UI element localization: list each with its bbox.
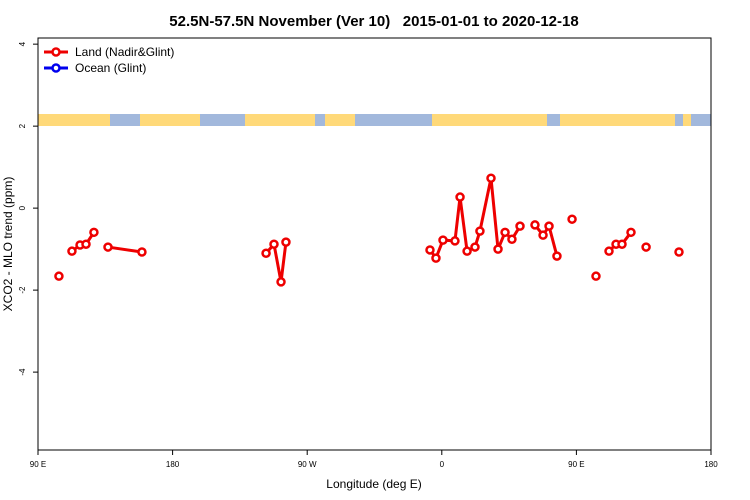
series-line [533,222,559,257]
series-line [264,240,288,283]
data-point [450,236,460,246]
data-point [500,227,510,238]
x-tick-label: 180 [704,460,718,469]
data-point [626,227,636,238]
data-point [604,246,614,256]
data-point [486,173,496,183]
legend: Land (Nadir&Glint) Ocean (Glint) [44,45,174,75]
y-tick-label: 2 [18,123,27,128]
data-point [591,271,601,281]
data-point [530,220,540,230]
data-point [89,227,99,238]
data-point [515,221,525,231]
plot-frame [37,37,712,451]
legend-marker [51,63,61,73]
y-axis-label: XCO2 - MLO trend (ppm) [1,177,15,312]
y-tick-label: -4 [18,368,27,376]
data-point [470,242,480,252]
data-point [81,239,91,249]
x-tick-label: 90 E [30,460,46,469]
data-point [281,237,291,247]
data-point [103,242,113,252]
data-point [438,235,448,245]
data-point [674,247,684,257]
y-tick-label: -2 [18,286,27,294]
legend-label: Land (Nadir&Glint) [75,45,174,59]
x-tick-label: 180 [166,460,180,469]
series-line [107,245,143,254]
data-point [269,239,279,249]
x-tick-label: 90 W [298,460,317,469]
data-point [538,230,548,240]
data-point [641,242,651,252]
y-tick-label: 0 [18,205,27,210]
x-tick-label: 90 E [568,460,584,469]
data-point [493,244,503,254]
data-point [462,246,472,256]
x-tick-label: 0 [440,460,445,469]
data-point [617,239,627,249]
data-point [276,277,286,287]
data-point [475,226,485,236]
data-point [67,246,77,256]
data-point [567,214,577,224]
legend-label: Ocean (Glint) [75,61,146,75]
data-point [425,245,435,255]
legend-marker [51,47,61,57]
y-tick-label: 4 [18,41,27,46]
x-axis-label: Longitude (deg E) [326,477,421,491]
land-ocean-strip [38,114,711,126]
data-point [431,253,441,263]
data-point [54,271,64,281]
data-point [544,221,554,231]
data-point [552,251,562,261]
chart-title: 52.5N-57.5N November (Ver 10) 2015-01-01… [169,13,578,30]
data-point [261,248,271,258]
data-point [137,247,147,257]
data-point [455,192,465,202]
data-point [507,234,517,245]
